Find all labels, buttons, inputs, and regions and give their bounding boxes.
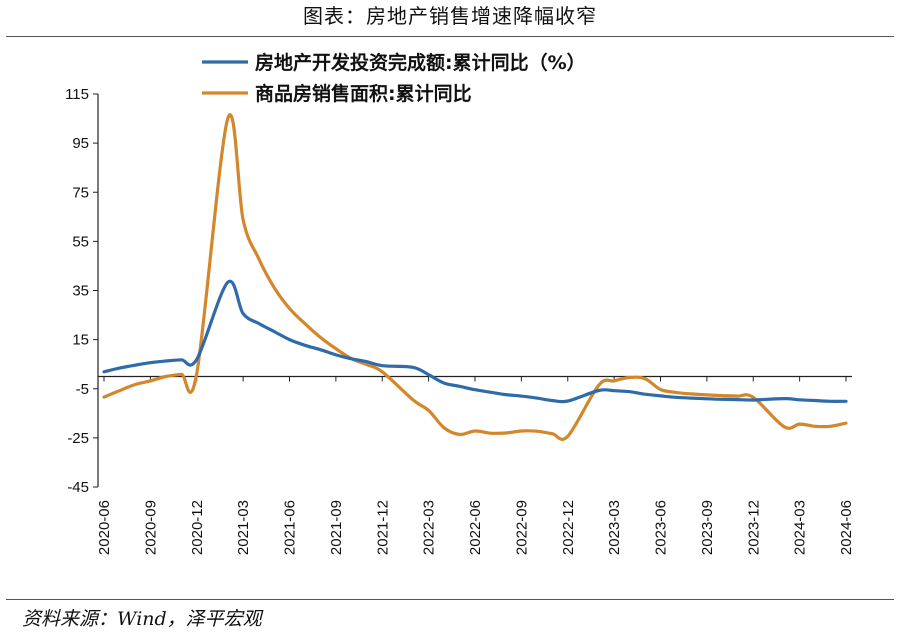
series-layer — [102, 113, 848, 441]
x-tick-label: 2024-06 — [838, 500, 855, 555]
y-tick-label: 115 — [65, 86, 89, 103]
x-tick-label: 2020-09 — [142, 500, 159, 555]
x-tick-label: 2021-06 — [282, 500, 299, 555]
x-tick-label: 2020-06 — [96, 500, 113, 555]
legend-label-investment: 房地产开发投资完成额:累计同比（%） — [255, 51, 586, 74]
y-tick-label: -45 — [67, 479, 89, 496]
source-note: 资料来源：Wind，泽平宏观 — [22, 608, 262, 630]
x-tick-label: 2023-06 — [653, 500, 670, 555]
y-tick-label: 35 — [72, 283, 89, 300]
legend: 房地产开发投资完成额:累计同比（%） 商品房销售面积:累计同比 — [202, 51, 586, 105]
chart-frame — [6, 36, 894, 600]
x-tick-label: 2021-09 — [328, 500, 345, 555]
y-tick-label: -5 — [76, 381, 89, 398]
x-tick-label: 2021-03 — [235, 500, 252, 555]
axes: 115 95 75 55 35 15 -5 -25 -45 2020-06 2020-09 2020-… — [65, 86, 855, 555]
y-tick-label: 15 — [72, 332, 89, 349]
figure-caption: 图表：房地产销售增速降幅收窄 — [303, 4, 597, 28]
x-tick-label: 2022-03 — [421, 500, 438, 555]
y-tick-label: 55 — [72, 233, 89, 250]
x-tick-label: 2020-12 — [189, 500, 206, 555]
x-tick-label: 2022-09 — [513, 500, 530, 555]
x-tick-label: 2021-12 — [374, 500, 391, 555]
series-line-sales-area — [102, 113, 848, 441]
y-tick-label: 75 — [72, 184, 89, 201]
x-tick-label: 2022-12 — [560, 500, 577, 555]
legend-label-sales-area: 商品房销售面积:累计同比 — [255, 82, 472, 105]
x-tick-label: 2023-12 — [745, 500, 762, 555]
x-tick-label: 2022-06 — [467, 500, 484, 555]
x-tick-label: 2023-09 — [699, 500, 716, 555]
y-tick-label: 95 — [72, 135, 89, 152]
series-line-investment — [102, 279, 848, 404]
y-tick-label: -25 — [67, 430, 89, 447]
x-tick-label: 2024-03 — [792, 500, 809, 555]
x-tick-label: 2023-03 — [606, 500, 623, 555]
